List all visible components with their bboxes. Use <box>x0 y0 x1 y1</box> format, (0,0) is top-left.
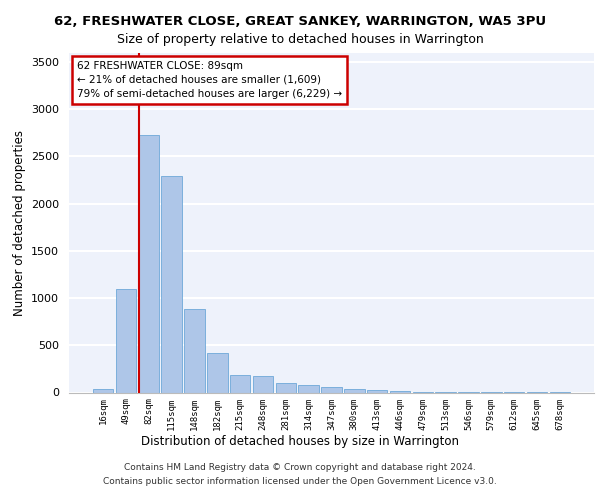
Bar <box>184 310 205 392</box>
Bar <box>116 288 136 393</box>
Bar <box>298 386 319 392</box>
Text: Size of property relative to detached houses in Warrington: Size of property relative to detached ho… <box>116 32 484 46</box>
Bar <box>207 353 227 393</box>
Bar <box>390 390 410 392</box>
Y-axis label: Number of detached properties: Number of detached properties <box>13 130 26 316</box>
Bar <box>367 390 388 392</box>
Text: Contains public sector information licensed under the Open Government Licence v3: Contains public sector information licen… <box>103 477 497 486</box>
Text: 62, FRESHWATER CLOSE, GREAT SANKEY, WARRINGTON, WA5 3PU: 62, FRESHWATER CLOSE, GREAT SANKEY, WARR… <box>54 15 546 28</box>
Bar <box>321 388 342 392</box>
Text: 62 FRESHWATER CLOSE: 89sqm
← 21% of detached houses are smaller (1,609)
79% of s: 62 FRESHWATER CLOSE: 89sqm ← 21% of deta… <box>77 61 342 99</box>
Bar <box>161 176 182 392</box>
Bar <box>344 388 365 392</box>
Text: Contains HM Land Registry data © Crown copyright and database right 2024.: Contains HM Land Registry data © Crown c… <box>124 464 476 472</box>
Bar <box>253 376 273 392</box>
Text: Distribution of detached houses by size in Warrington: Distribution of detached houses by size … <box>141 434 459 448</box>
Bar <box>139 134 159 392</box>
Bar <box>93 389 113 392</box>
Bar <box>230 375 250 392</box>
Bar <box>275 383 296 392</box>
